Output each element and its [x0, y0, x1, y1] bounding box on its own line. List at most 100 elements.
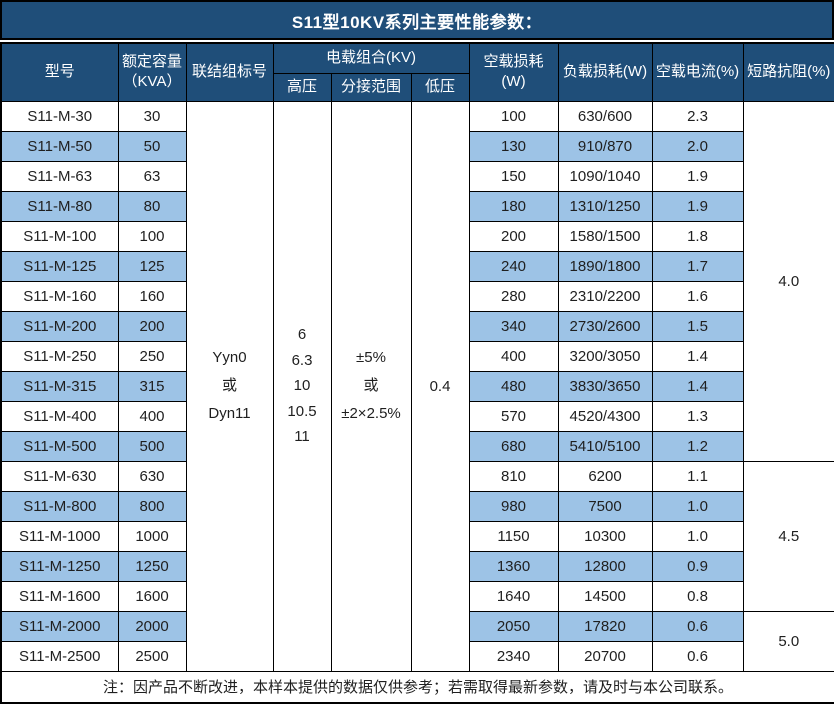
- capacity-cell: 1600: [117, 580, 187, 612]
- table-row: S11-M-63 63 150 1090/1040 1.9: [0, 160, 834, 192]
- no-load-loss-cell: 680: [468, 430, 559, 462]
- model-cell: S11-M-800: [0, 490, 119, 522]
- col-header-tap-range: 分接范围: [330, 72, 412, 102]
- no-load-current-cell: 1.6: [651, 280, 744, 312]
- no-load-current-cell: 1.4: [651, 340, 744, 372]
- model-cell: S11-M-1250: [0, 550, 119, 582]
- no-load-current-cell: 2.0: [651, 130, 744, 162]
- load-loss-cell: 10300: [557, 520, 653, 552]
- load-loss-cell: 5410/5100: [557, 430, 653, 462]
- no-load-current-cell: 1.7: [651, 250, 744, 282]
- capacity-cell: 1000: [117, 520, 187, 552]
- no-load-loss-cell: 130: [468, 130, 559, 162]
- load-loss-cell: 630/600: [557, 100, 653, 132]
- no-load-loss-cell: 1360: [468, 550, 559, 582]
- load-loss-cell: 910/870: [557, 130, 653, 162]
- no-load-loss-cell: 280: [468, 280, 559, 312]
- table-header: 型号 额定容量 （KVA） 联结组标号 电载组合(KV) 空载损耗(W) 负载损…: [0, 42, 834, 102]
- no-load-loss-cell: 240: [468, 250, 559, 282]
- no-load-current-cell: 1.9: [651, 190, 744, 222]
- impedance-cell: 4.5: [742, 460, 834, 612]
- no-load-current-cell: 1.0: [651, 520, 744, 552]
- model-cell: S11-M-50: [0, 130, 119, 162]
- load-loss-cell: 1890/1800: [557, 250, 653, 282]
- tap-range-cell: ±5% 或 ±2×2.5%: [330, 100, 412, 672]
- capacity-cell: 63: [117, 160, 187, 192]
- col-header-voltage-group: 电载组合(KV): [272, 42, 470, 74]
- col-header-connection: 联结组标号: [185, 42, 274, 102]
- load-loss-cell: 14500: [557, 580, 653, 612]
- no-load-loss-cell: 810: [468, 460, 559, 492]
- table-row: S11-M-400 400 570 4520/4300 1.3: [0, 400, 834, 432]
- capacity-cell: 200: [117, 310, 187, 342]
- load-loss-cell: 17820: [557, 610, 653, 642]
- lv-cell: 0.4: [410, 100, 470, 672]
- capacity-cell: 315: [117, 370, 187, 402]
- table-row: S11-M-1000 1000 1150 10300 1.0: [0, 520, 834, 552]
- no-load-loss-cell: 340: [468, 310, 559, 342]
- col-header-hv: 高压: [272, 72, 332, 102]
- footer-note: 注：因产品不断改进，本样本提供的数据仅供参考；若需取得最新参数，请及时与本公司联…: [0, 670, 834, 704]
- table-row: S11-M-160 160 280 2310/2200 1.6: [0, 280, 834, 312]
- capacity-cell: 1250: [117, 550, 187, 582]
- no-load-current-cell: 1.8: [651, 220, 744, 252]
- model-cell: S11-M-2000: [0, 610, 119, 642]
- spec-table: 型号 额定容量 （KVA） 联结组标号 电载组合(KV) 空载损耗(W) 负载损…: [0, 42, 834, 704]
- no-load-loss-cell: 100: [468, 100, 559, 132]
- col-header-load-loss: 负载损耗(W): [557, 42, 653, 102]
- impedance-cell: 4.0: [742, 100, 834, 462]
- load-loss-cell: 1580/1500: [557, 220, 653, 252]
- table-row: S11-M-1600 1600 1640 14500 0.8: [0, 580, 834, 612]
- load-loss-cell: 3830/3650: [557, 370, 653, 402]
- table-body: S11-M-30 30 Yyn0 或 Dyn11 6 6.3 10 10.5 11 ±5…: [0, 100, 834, 672]
- capacity-cell: 2500: [117, 640, 187, 672]
- table-row: S11-M-630 630 810 6200 1.1 4.5: [0, 460, 834, 612]
- capacity-cell: 400: [117, 400, 187, 432]
- load-loss-cell: 6200: [557, 460, 653, 492]
- no-load-current-cell: 0.6: [651, 610, 744, 642]
- load-loss-cell: 20700: [557, 640, 653, 672]
- model-cell: S11-M-250: [0, 340, 119, 372]
- model-cell: S11-M-100: [0, 220, 119, 252]
- table-row: S11-M-2000 2000 2050 17820 0.6 5.0: [0, 610, 834, 672]
- no-load-current-cell: 1.0: [651, 490, 744, 522]
- load-loss-cell: 3200/3050: [557, 340, 653, 372]
- capacity-cell: 630: [117, 460, 187, 492]
- capacity-cell: 100: [117, 220, 187, 252]
- no-load-current-cell: 1.1: [651, 460, 744, 492]
- load-loss-cell: 4520/4300: [557, 400, 653, 432]
- no-load-loss-cell: 2050: [468, 610, 559, 642]
- no-load-current-cell: 1.2: [651, 430, 744, 462]
- table-row: S11-M-80 80 180 1310/1250 1.9: [0, 190, 834, 222]
- table-row: S11-M-2500 2500 2340 20700 0.6: [0, 640, 834, 672]
- table-row: S11-M-250 250 400 3200/3050 1.4: [0, 340, 834, 372]
- col-header-no-load-loss: 空载损耗(W): [468, 42, 559, 102]
- capacity-cell: 500: [117, 430, 187, 462]
- table-footer: 注：因产品不断改进，本样本提供的数据仅供参考；若需取得最新参数，请及时与本公司联…: [0, 670, 834, 704]
- no-load-current-cell: 1.5: [651, 310, 744, 342]
- model-cell: S11-M-1000: [0, 520, 119, 552]
- load-loss-cell: 2310/2200: [557, 280, 653, 312]
- impedance-cell: 5.0: [742, 610, 834, 672]
- table-row: S11-M-125 125 240 1890/1800 1.7: [0, 250, 834, 282]
- model-cell: S11-M-125: [0, 250, 119, 282]
- capacity-cell: 50: [117, 130, 187, 162]
- no-load-current-cell: 1.3: [651, 400, 744, 432]
- load-loss-cell: 2730/2600: [557, 310, 653, 342]
- no-load-loss-cell: 180: [468, 190, 559, 222]
- capacity-cell: 125: [117, 250, 187, 282]
- model-cell: S11-M-30: [0, 100, 119, 132]
- capacity-cell: 30: [117, 100, 187, 132]
- hv-cell: 6 6.3 10 10.5 11: [272, 100, 332, 672]
- connection-cell: Yyn0 或 Dyn11: [185, 100, 274, 672]
- model-cell: S11-M-400: [0, 400, 119, 432]
- no-load-current-cell: 0.6: [651, 640, 744, 672]
- table-row: S11-M-500 500 680 5410/5100 1.2: [0, 430, 834, 462]
- no-load-loss-cell: 480: [468, 370, 559, 402]
- model-cell: S11-M-630: [0, 460, 119, 492]
- table-row: S11-M-50 50 130 910/870 2.0: [0, 130, 834, 162]
- no-load-loss-cell: 570: [468, 400, 559, 432]
- no-load-loss-cell: 1150: [468, 520, 559, 552]
- no-load-loss-cell: 980: [468, 490, 559, 522]
